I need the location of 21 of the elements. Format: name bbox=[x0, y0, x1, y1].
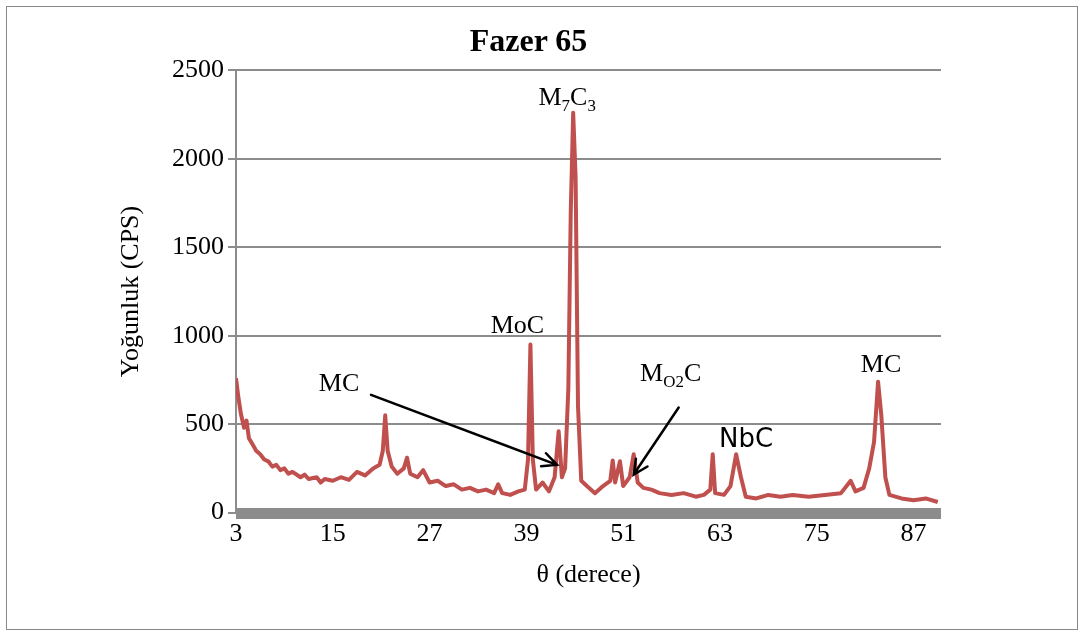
x-tick-label: 63 bbox=[706, 518, 733, 548]
y-tick-label: 1000 bbox=[172, 319, 224, 349]
x-tick-label: 15 bbox=[319, 518, 346, 548]
x-tick-label: 51 bbox=[610, 518, 637, 548]
x-tick-label: 87 bbox=[900, 518, 927, 548]
y-tick-label: 500 bbox=[185, 407, 224, 437]
x-axis-title: θ (derece) bbox=[536, 559, 641, 589]
y-tick-label: 2500 bbox=[172, 54, 224, 84]
y-tick-label: 2000 bbox=[172, 142, 224, 172]
x-tick-label: 27 bbox=[416, 518, 443, 548]
y-tick-label: 1500 bbox=[172, 231, 224, 261]
y-axis-title: Yoğunluk (CPS) bbox=[115, 205, 145, 378]
annotation: MC bbox=[318, 367, 360, 397]
annotation: NbC bbox=[719, 423, 774, 454]
chart-title: Fazer 65 bbox=[469, 22, 588, 59]
x-tick-label: 3 bbox=[229, 518, 243, 548]
annotation: MC bbox=[860, 348, 902, 378]
annotation: MoC bbox=[490, 309, 545, 339]
y-tick-label: 0 bbox=[211, 496, 224, 526]
x-tick-label: 39 bbox=[513, 518, 540, 548]
x-tick-label: 75 bbox=[803, 518, 830, 548]
